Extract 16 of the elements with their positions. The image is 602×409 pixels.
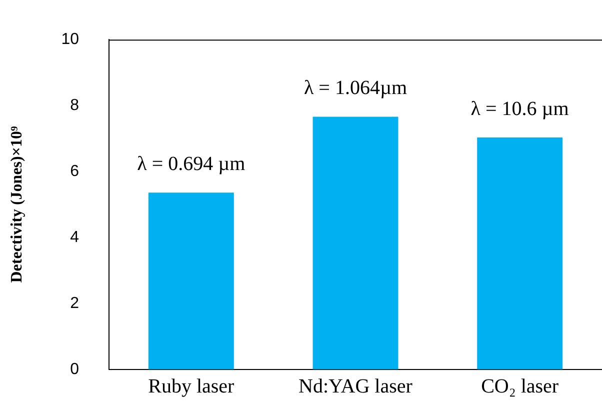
y-tick-label: 6 <box>70 162 80 180</box>
annotation: λ = 0.694 µm <box>137 152 246 175</box>
x-tick-label: CO₂ laser <box>481 376 559 398</box>
x-tick-label: Ruby laser <box>148 376 235 398</box>
y-axis-title: Detectivity (Jones)×10⁹ <box>8 126 26 283</box>
y-tick-label: 0 <box>70 360 80 378</box>
bar <box>312 116 398 370</box>
annotation: λ = 1.064µm <box>304 77 408 100</box>
y-tick-label: 2 <box>70 294 80 312</box>
y-tick-label: 8 <box>70 96 80 114</box>
y-tick-label: 10 <box>61 31 80 48</box>
bar <box>477 138 563 370</box>
bar <box>148 192 234 370</box>
annotation: λ = 10.6 µm <box>470 98 570 120</box>
y-tick-label: 4 <box>70 228 80 246</box>
x-tick-label: Nd:YAG laser <box>298 376 413 398</box>
